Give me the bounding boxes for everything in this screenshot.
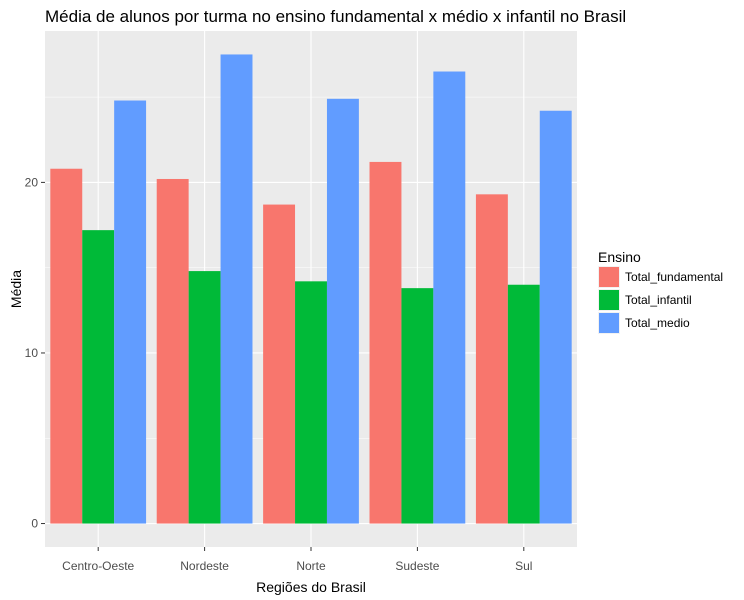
bar <box>401 288 434 524</box>
legend-swatch <box>599 290 619 310</box>
x-tick-label: Sul <box>515 559 532 573</box>
x-axis-title: Regiões do Brasil <box>256 579 366 595</box>
x-axis: Centro-Oeste Nordeste Norte Sudeste Sul <box>62 547 532 573</box>
x-tick-label: Sudeste <box>395 559 439 573</box>
y-tick-label: 10 <box>25 346 39 360</box>
bar <box>156 178 189 524</box>
bars <box>50 54 572 524</box>
x-tick-label: Nordeste <box>180 559 229 573</box>
bar <box>507 284 540 524</box>
bar <box>82 230 115 524</box>
legend-swatch <box>599 267 619 287</box>
y-tick-label: 20 <box>25 175 39 189</box>
legend-label: Total_medio <box>625 316 690 330</box>
bar <box>50 168 83 524</box>
y-axis-title: Média <box>8 270 24 308</box>
bar <box>263 204 296 524</box>
legend-title: Ensino <box>598 249 641 265</box>
y-tick-label: 0 <box>31 517 38 531</box>
bar <box>539 110 572 524</box>
bar <box>295 281 327 524</box>
x-tick-label: Centro-Oeste <box>62 559 134 573</box>
y-axis: 0 10 20 <box>25 175 45 531</box>
bar <box>326 98 359 524</box>
chart-title: Média de alunos por turma no ensino fund… <box>45 7 626 26</box>
legend-label: Total_fundamental <box>625 270 723 284</box>
legend-swatch <box>599 313 619 333</box>
bar <box>220 54 253 524</box>
bar <box>433 71 466 524</box>
legend-label: Total_infantil <box>625 293 692 307</box>
legend: Ensino Total_fundamental Total_infantil To… <box>598 249 723 334</box>
bar <box>114 100 147 524</box>
x-tick-label: Norte <box>296 559 326 573</box>
bar <box>475 194 508 524</box>
bar <box>188 271 221 524</box>
bar <box>369 161 402 524</box>
